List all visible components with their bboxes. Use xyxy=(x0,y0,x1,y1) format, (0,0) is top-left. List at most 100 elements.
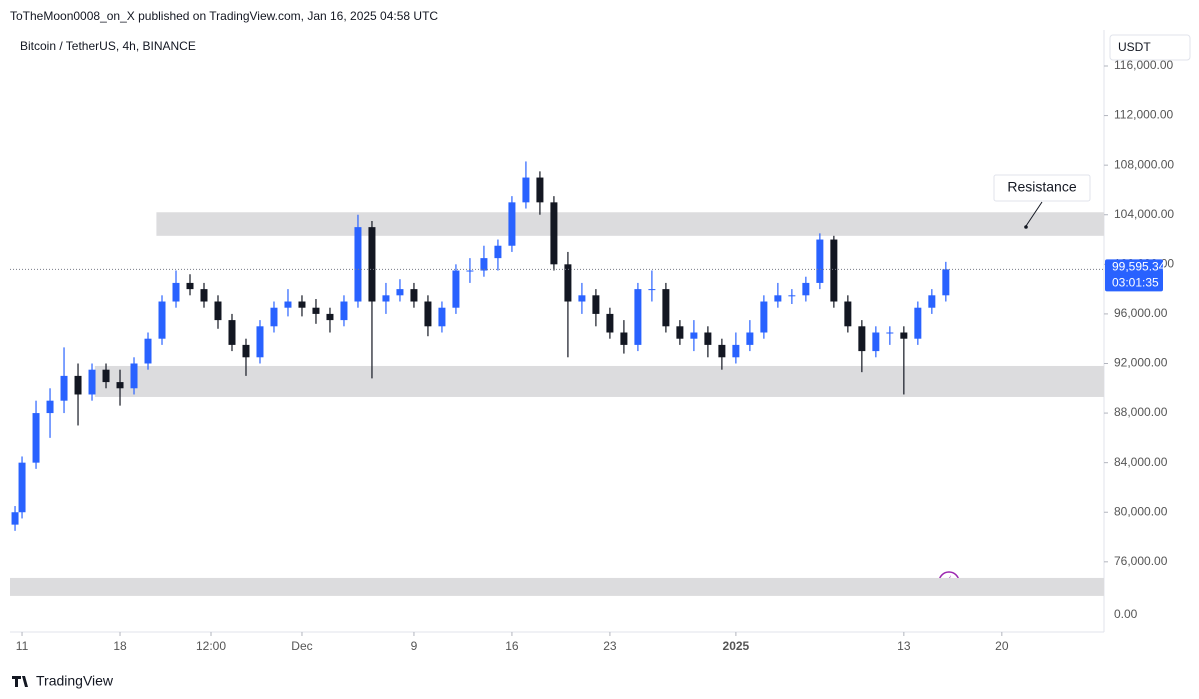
candle-body xyxy=(858,326,866,352)
x-tick-label: 12:00 xyxy=(196,639,226,653)
candle-body xyxy=(844,301,852,327)
x-tick-label: 16 xyxy=(505,639,519,653)
candle-body xyxy=(172,282,180,302)
candle-body xyxy=(732,344,740,358)
zone xyxy=(94,365,1104,397)
x-tick-label: 11 xyxy=(16,639,29,653)
y-tick-label: 108,000.00 xyxy=(1114,157,1174,171)
candle-body xyxy=(634,289,642,345)
candle-body xyxy=(774,295,782,302)
candle-body xyxy=(606,313,614,333)
candle-body xyxy=(298,301,306,308)
candle-body xyxy=(242,344,250,358)
candle-body xyxy=(788,295,796,297)
y-tick-label: 116,000.00 xyxy=(1114,58,1173,72)
candle-body xyxy=(816,239,824,283)
candle-body xyxy=(914,307,922,339)
candle-body xyxy=(312,307,320,314)
candle-body xyxy=(116,382,124,389)
x-tick-label: 13 xyxy=(897,639,911,653)
currency-box[interactable] xyxy=(1109,34,1191,61)
candle-body xyxy=(102,369,110,383)
candle-body xyxy=(690,332,698,339)
candle-body xyxy=(578,295,586,302)
symbol-title: Bitcoin / TetherUS, 4h, BINANCE xyxy=(20,39,196,53)
y-tick-label: 92,000.00 xyxy=(1114,356,1168,370)
candle-body xyxy=(130,363,138,389)
candle-body xyxy=(942,269,950,296)
footer-brand: TradingView xyxy=(36,673,114,689)
candle-body xyxy=(620,332,628,345)
candle-body xyxy=(11,512,19,525)
candle-body xyxy=(424,301,432,327)
candle-body xyxy=(60,375,68,401)
candle-body xyxy=(550,202,558,265)
candle-body xyxy=(284,301,292,308)
tv-logo xyxy=(12,676,28,687)
candle-body xyxy=(886,332,894,334)
candle-body xyxy=(368,227,376,302)
candle-body xyxy=(802,282,810,296)
last-price-tag xyxy=(1105,259,1163,292)
annotation-box xyxy=(993,174,1091,202)
y-tick-label: 112,000.00 xyxy=(1114,108,1173,122)
x-tick-label: 9 xyxy=(411,639,418,653)
axis-break-label: 0.00 xyxy=(1114,607,1138,621)
candle-body xyxy=(676,326,684,339)
candle-body xyxy=(508,202,516,246)
x-tick-label: Dec xyxy=(291,639,312,653)
y-tick-label: 104,000.00 xyxy=(1114,207,1174,221)
published-line: ToTheMoon0008_on_X published on TradingV… xyxy=(10,9,438,23)
candle-body xyxy=(32,413,40,463)
candle-body xyxy=(536,177,544,203)
y-tick-label: 88,000.00 xyxy=(1114,405,1168,419)
candle-body xyxy=(46,400,54,414)
candle-body xyxy=(214,301,222,321)
candle-body xyxy=(354,227,362,302)
zone xyxy=(156,212,1104,236)
candle-body xyxy=(158,301,166,339)
annotation-text: Resistance xyxy=(1007,179,1076,195)
candle-body xyxy=(382,295,390,302)
candle-body xyxy=(200,289,208,302)
candle-body xyxy=(452,270,460,308)
candle-body xyxy=(438,307,446,327)
candle-body xyxy=(186,282,194,290)
annotation-dot xyxy=(1024,225,1028,229)
candle-body xyxy=(494,245,502,259)
candle-body xyxy=(900,332,908,339)
last-price-label: 99,595.34 xyxy=(1112,260,1166,274)
candle-body xyxy=(144,338,152,364)
annotation-arrow xyxy=(1025,201,1043,227)
x-tick-label: 20 xyxy=(995,639,1009,653)
y-tick-label: 84,000.00 xyxy=(1114,455,1168,469)
candle-body xyxy=(256,326,264,358)
candle-body xyxy=(466,270,474,272)
candle-body xyxy=(592,295,600,314)
candle-body xyxy=(928,295,936,308)
candle-body xyxy=(872,332,880,352)
candle-body xyxy=(718,344,726,358)
candle-body xyxy=(746,332,754,345)
candle-body xyxy=(228,320,236,345)
candle-body xyxy=(340,301,348,321)
candle-body xyxy=(522,177,530,203)
zone xyxy=(10,577,1104,596)
x-tick-label: 2025 xyxy=(723,639,750,653)
candle-body xyxy=(648,289,656,291)
y-tick-label: 76,000.00 xyxy=(1114,554,1168,568)
candle-body xyxy=(704,332,712,345)
candle-body xyxy=(326,313,334,321)
candle-body xyxy=(74,375,82,395)
x-tick-label: 23 xyxy=(603,639,617,653)
candle-body xyxy=(662,289,670,327)
currency: USDT xyxy=(1118,40,1151,54)
y-tick-label: 96,000.00 xyxy=(1114,306,1168,320)
candle-body xyxy=(270,307,278,327)
candle-body xyxy=(88,369,96,395)
countdown: 03:01:35 xyxy=(1112,276,1159,290)
candle-body xyxy=(830,239,838,302)
candle-body xyxy=(760,301,768,333)
candle-body xyxy=(480,258,488,271)
